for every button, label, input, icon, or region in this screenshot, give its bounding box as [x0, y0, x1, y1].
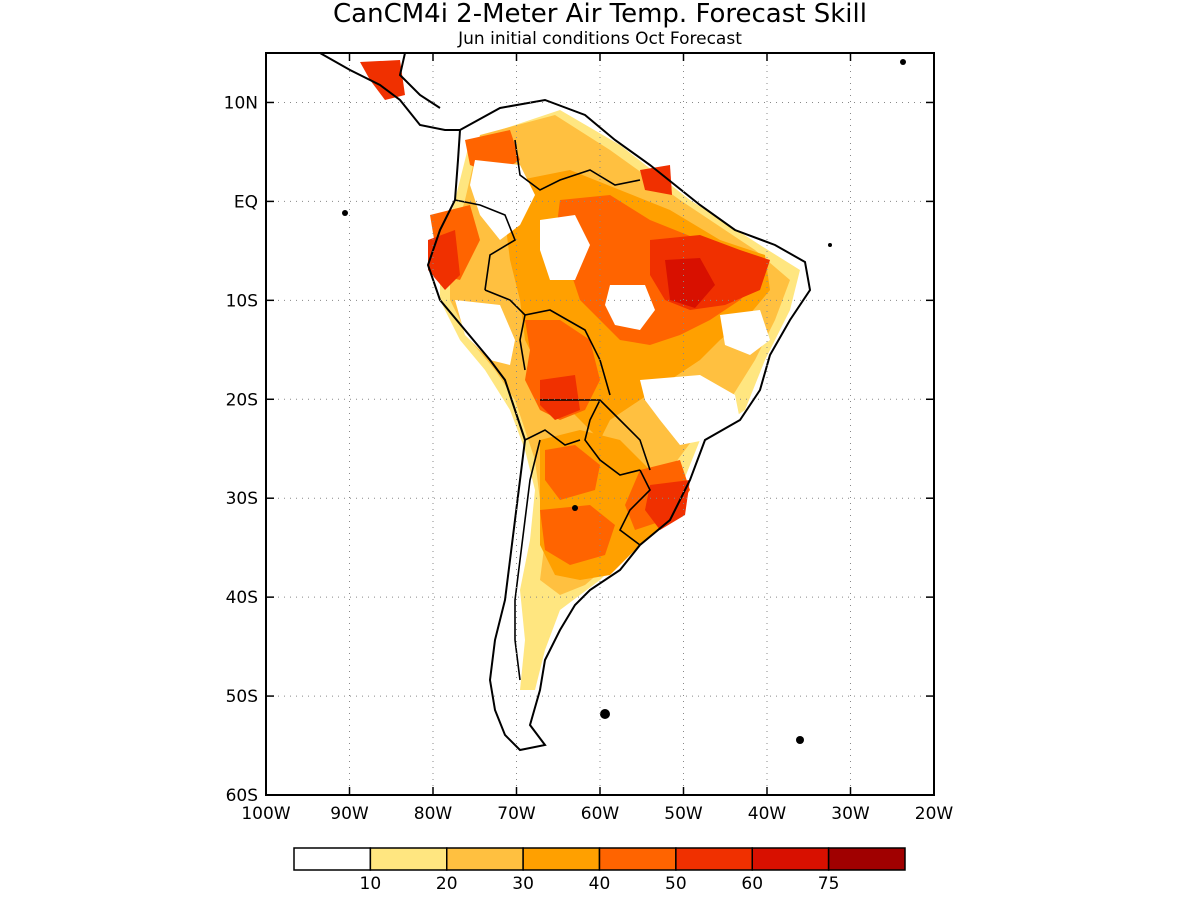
y-tick-label: 60S: [226, 786, 258, 806]
central-america-coast: [319, 53, 460, 131]
colorbar-label: 75: [818, 874, 840, 894]
graticule: [266, 53, 934, 795]
colorbar-label: 10: [360, 874, 382, 894]
x-tick-label: 50W: [664, 804, 703, 824]
x-axis: 100W 90W 80W 70W 60W 50W 40W 30W 20W: [241, 53, 953, 824]
low-skill-patches: [455, 160, 770, 445]
y-axis: 10N EQ 10S 20S 30S 40S 50S 60S: [224, 93, 934, 806]
y-tick-label: 30S: [226, 489, 258, 509]
colorbar-label: 50: [665, 874, 687, 894]
colorbar-label: 40: [589, 874, 611, 894]
colorbar-label: 20: [436, 874, 458, 894]
colorbar-swatch: [522, 847, 601, 871]
colorbar-swatch: [369, 847, 448, 871]
colorbar-swatch: [827, 847, 906, 871]
islands: [342, 59, 906, 744]
y-tick-label: 10S: [226, 291, 258, 311]
x-tick-label: 100W: [241, 804, 290, 824]
coastline: [426, 98, 812, 752]
y-tick-label: 50S: [226, 687, 258, 707]
colorbar-swatch: [675, 847, 753, 871]
colorbar-swatch: [751, 847, 830, 871]
y-tick-label: EQ: [234, 192, 258, 212]
skill-level-75: [665, 258, 715, 308]
y-tick-label: 40S: [226, 588, 258, 608]
country-borders: [454, 139, 651, 681]
x-tick-label: 20W: [915, 804, 954, 824]
x-tick-label: 40W: [748, 804, 787, 824]
colorbar-swatch: [446, 847, 524, 871]
colorbar-swatch: [293, 847, 372, 871]
map-subtitle: Jun initial conditions Oct Forecast: [457, 29, 742, 49]
colorbar-label: 30: [512, 874, 534, 894]
x-tick-label: 60W: [581, 804, 620, 824]
y-tick-label: 20S: [226, 390, 258, 410]
colorbar-swatch: [598, 847, 677, 871]
x-tick-label: 30W: [831, 804, 870, 824]
y-tick-label: 10N: [224, 93, 258, 113]
x-tick-label: 70W: [497, 804, 536, 824]
colorbar: 10 20 30 40 50 60 75: [293, 847, 906, 894]
x-tick-label: 90W: [330, 804, 369, 824]
map-area: [266, 53, 934, 795]
x-tick-label: 80W: [414, 804, 453, 824]
map-title: CanCM4i 2-Meter Air Temp. Forecast Skill: [333, 0, 867, 29]
colorbar-label: 60: [741, 874, 763, 894]
